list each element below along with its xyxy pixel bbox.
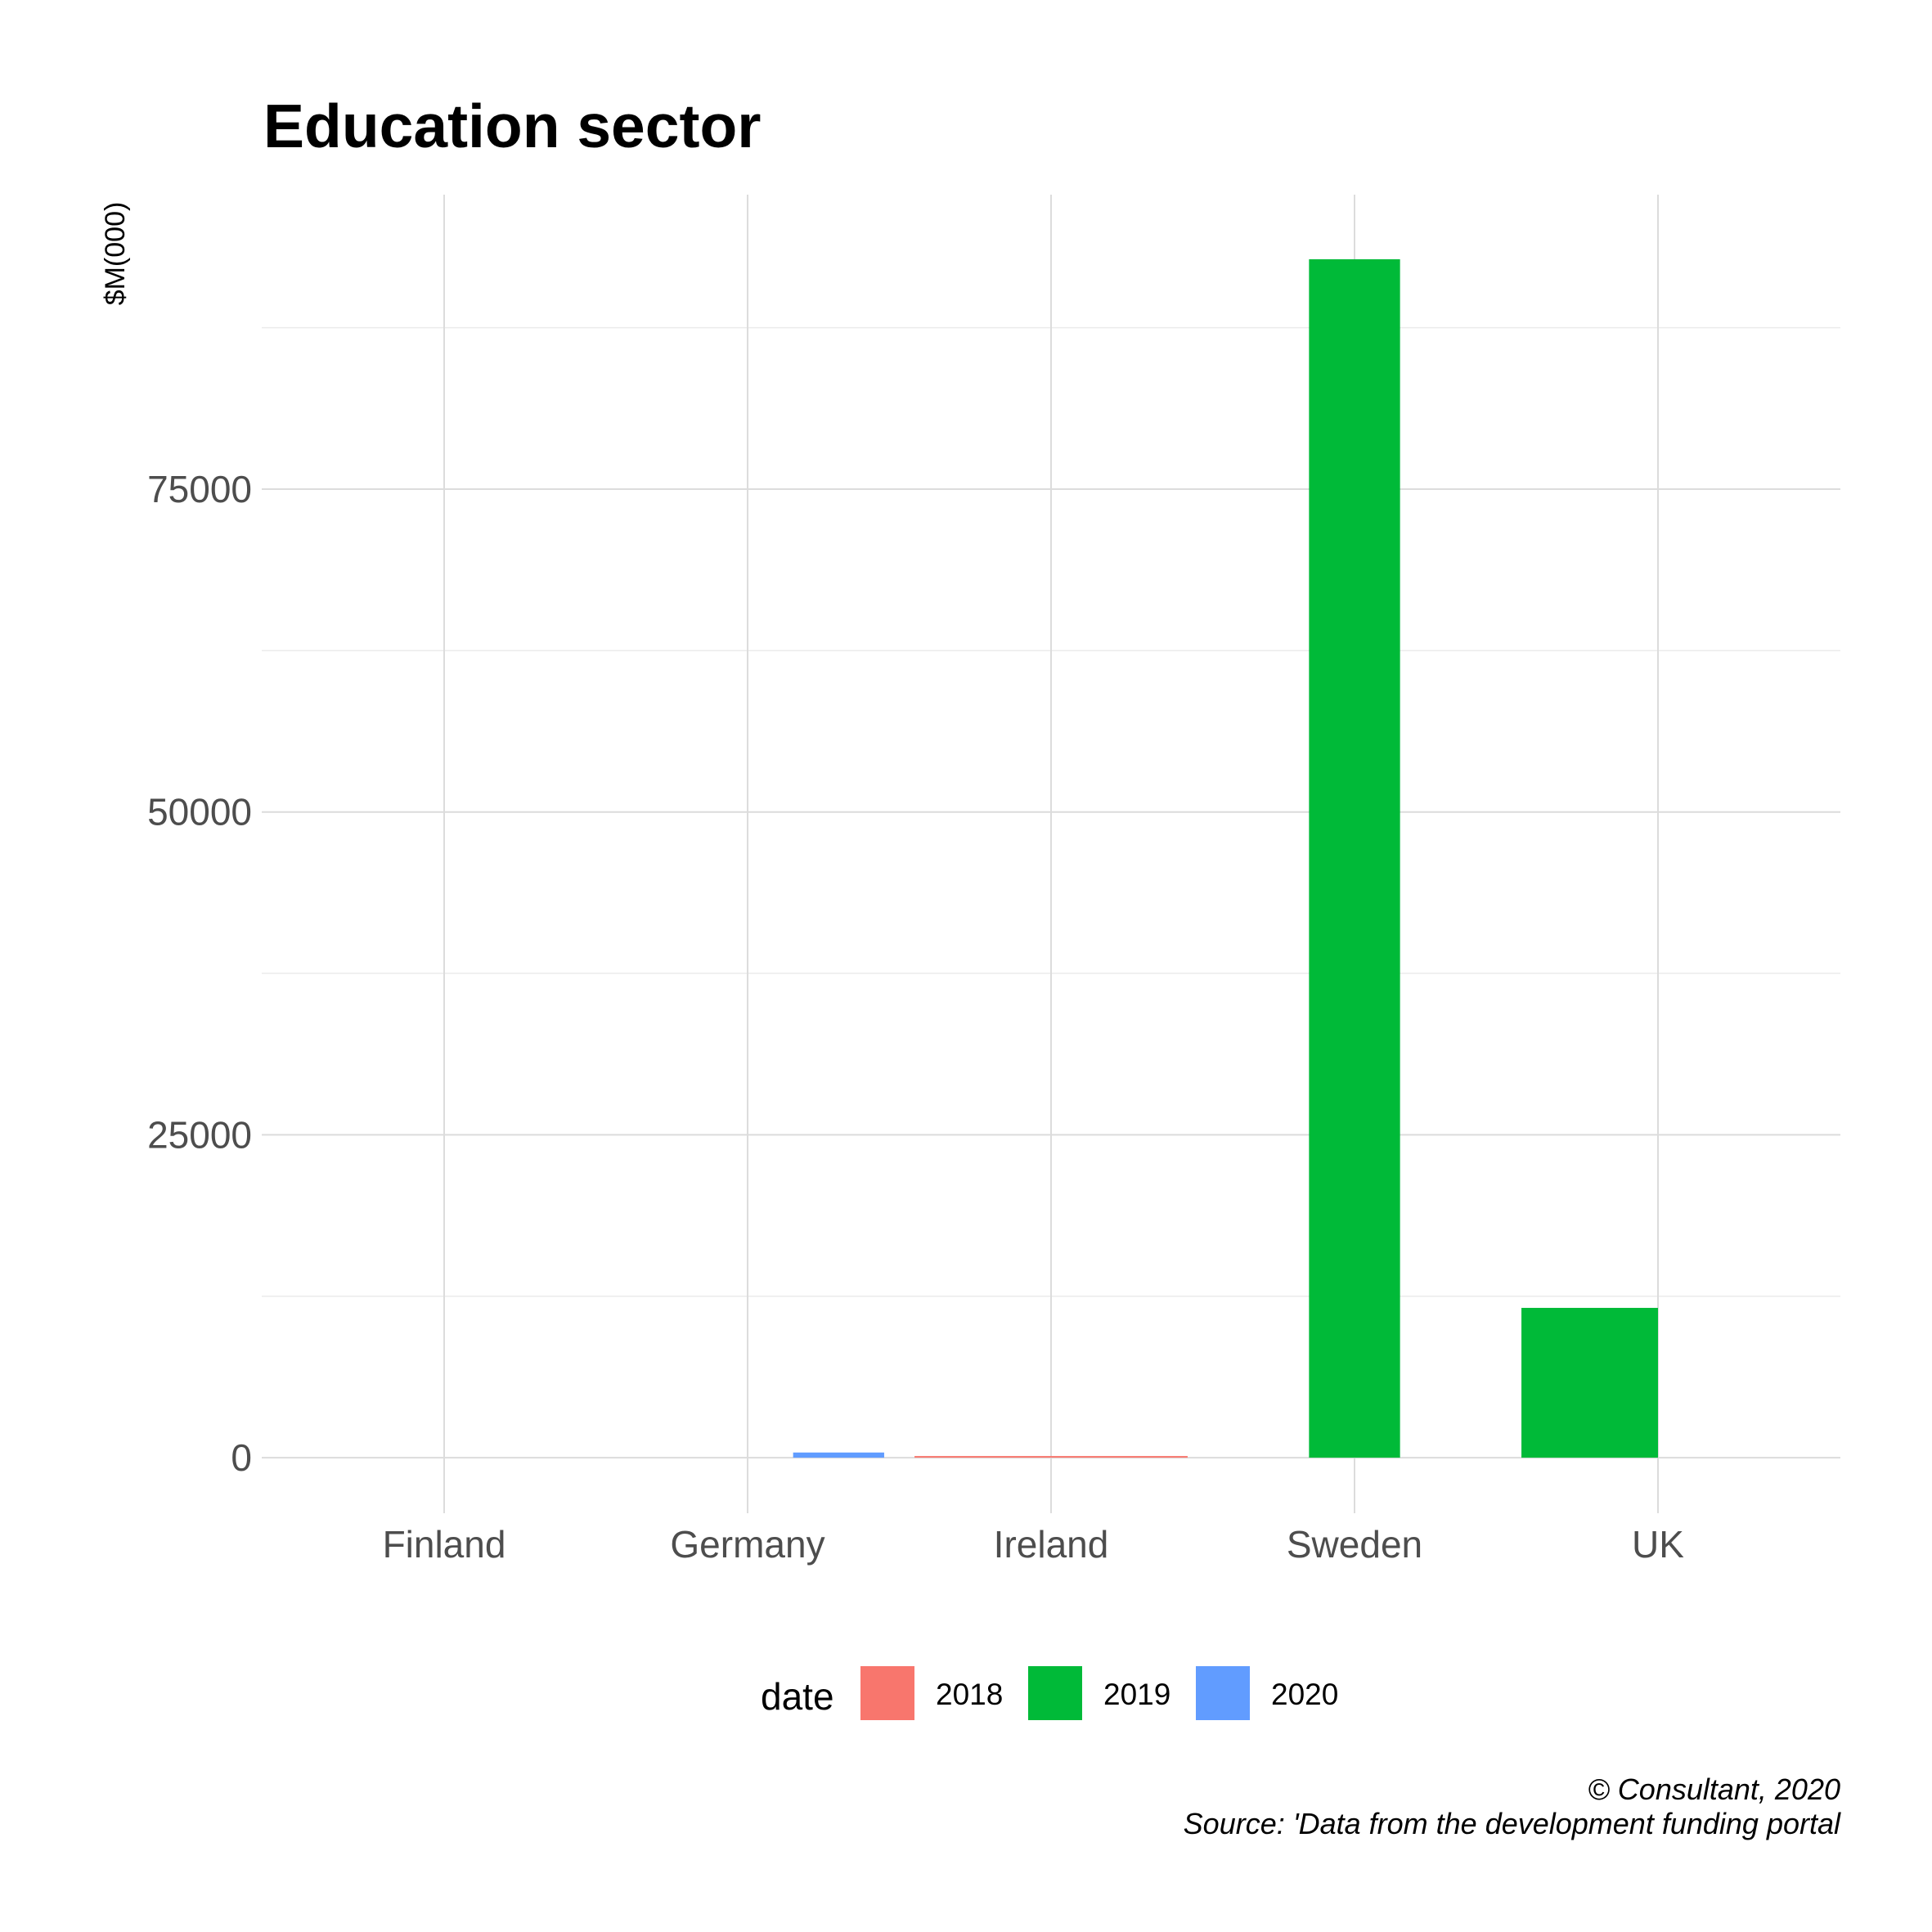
x-tick-label: Ireland xyxy=(994,1523,1109,1566)
y-tick-label: 25000 xyxy=(147,1113,252,1156)
caption-source: Source: 'Data from the development fundi… xyxy=(1184,1807,1841,1840)
x-tick-label: Finland xyxy=(383,1523,506,1566)
caption-copyright: © Consultant, 2020 xyxy=(1588,1772,1840,1806)
x-tick-label: Germany xyxy=(670,1523,824,1566)
y-tick-label: 75000 xyxy=(147,468,252,510)
bar-germany-2020 xyxy=(793,1452,884,1458)
x-tick-label: Sweden xyxy=(1287,1523,1422,1566)
legend-label-2018: 2018 xyxy=(936,1678,1003,1711)
legend-entries: 2018 2019 2020 xyxy=(860,1666,1338,1720)
legend-label-2019: 2019 xyxy=(1103,1678,1170,1711)
legend-label-2020: 2020 xyxy=(1271,1678,1338,1711)
legend-title: date xyxy=(761,1675,834,1718)
legend-key-2020 xyxy=(1196,1666,1250,1720)
y-tick-label: 0 xyxy=(231,1436,252,1479)
bars xyxy=(793,258,1658,1458)
y-axis-label: $M(000) xyxy=(100,202,131,306)
bar-uk-2019 xyxy=(1521,1307,1658,1458)
legend-key-2019 xyxy=(1028,1666,1082,1720)
x-tick-label: UK xyxy=(1632,1523,1684,1566)
x-axis-ticks: Finland Germany Ireland Sweden UK xyxy=(383,1523,1685,1566)
bar-sweden-2019 xyxy=(1309,258,1400,1458)
y-axis-ticks: 0 25000 50000 75000 xyxy=(147,468,252,1479)
chart-title: Education sector xyxy=(263,92,761,160)
legend-key-2018 xyxy=(860,1666,914,1720)
bar-ireland-2018 xyxy=(914,1456,1188,1458)
legend: date 2018 2019 2020 xyxy=(761,1666,1338,1720)
y-tick-label: 50000 xyxy=(147,791,252,833)
